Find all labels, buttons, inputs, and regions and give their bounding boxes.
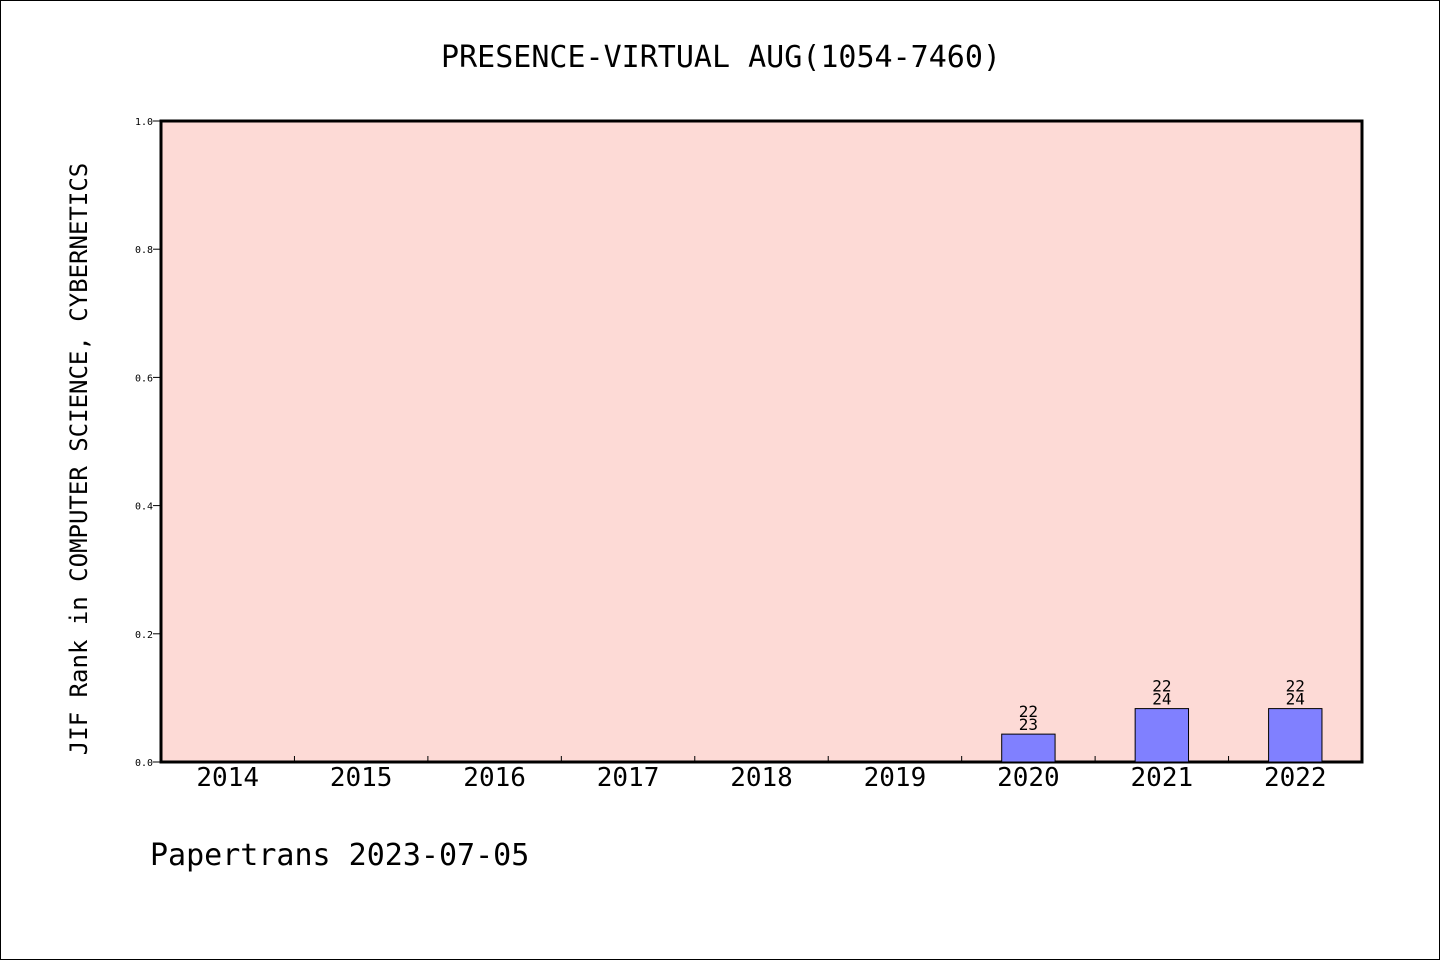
x-tick-label: 2015 [330,763,393,793]
bar-data-label: 22 [1286,677,1305,696]
bar-data-label: 22 [1152,677,1171,696]
y-tick-label: 0.4 [135,502,153,513]
bar [1001,733,1056,763]
x-tick-label: 2018 [730,763,793,793]
bar-data-label: 24 [1152,690,1171,709]
x-tick-label: 2022 [1264,763,1327,793]
chart-title: PRESENCE-VIRTUAL AUG(1054-7460) [441,40,1001,75]
bar [1268,708,1323,763]
y-tick-label: 0.0 [135,758,153,769]
bar-data-label: 23 [1019,715,1038,734]
plot-area [159,119,1364,764]
bar-data-label: 24 [1286,690,1305,709]
x-tick-label: 2019 [864,763,927,793]
x-axis: 2014 2015 2016 2017 2018 2019 2020 2021 2022 [196,756,1327,793]
footer-credit: Papertrans 2023-07-05 [150,838,529,873]
y-tick-label: 1.0 [135,117,153,128]
x-tick-label: 2016 [463,763,526,793]
x-tick-label: 2020 [997,763,1060,793]
bar [1134,708,1190,763]
bar-data-label: 22 [1019,702,1038,721]
x-tick-label: 2014 [196,763,259,793]
y-tick-label: 0.8 [135,245,153,256]
x-tick-label: 2021 [1131,763,1194,793]
y-axis: 0.0 0.2 0.4 0.6 0.8 1.0 [135,117,161,769]
y-axis-label: JIF Rank in COMPUTER SCIENCE, CYBERNETIC… [65,163,93,755]
x-tick-label: 2017 [597,763,660,793]
y-tick-label: 0.2 [135,630,153,641]
y-tick-label: 0.6 [135,373,153,384]
